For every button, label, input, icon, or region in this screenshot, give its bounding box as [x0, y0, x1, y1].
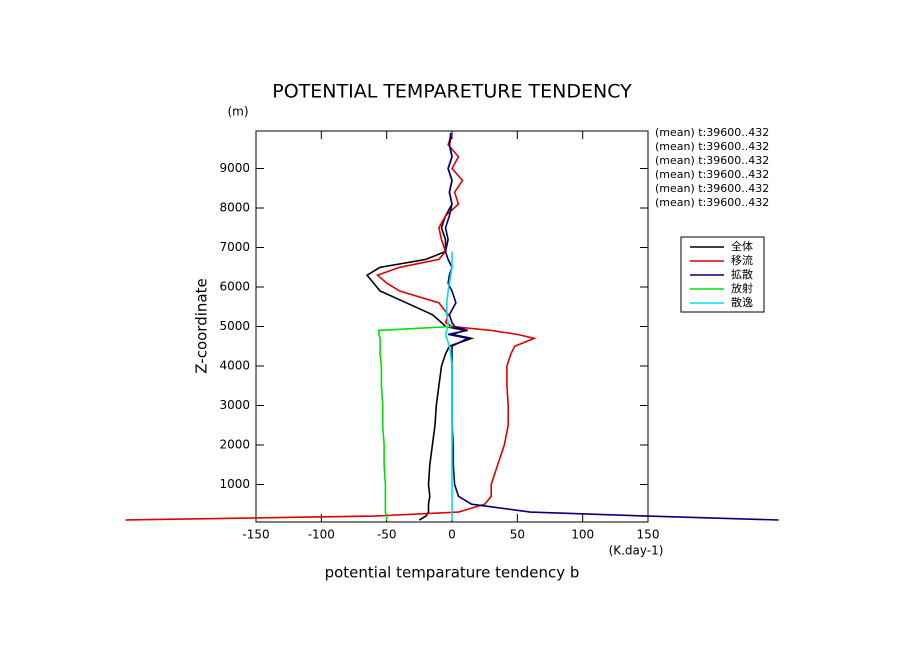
x-tick-label: 0: [448, 528, 456, 542]
y-axis-label: Z-coordinate: [193, 278, 211, 373]
y-tick-label: 9000: [219, 161, 250, 175]
y-tick-label: 3000: [219, 398, 250, 412]
series-line: [444, 251, 453, 520]
y-tick-label: 1000: [219, 477, 250, 491]
legend-label: 拡散: [731, 267, 753, 281]
legend-label: 全体: [731, 239, 753, 253]
x-axis-label: potential temparature tendency b: [325, 564, 580, 582]
series-line: [378, 325, 453, 520]
chart-title: POTENTIAL TEMPARETURE TENDENCY: [272, 81, 632, 103]
y-tick-label: 2000: [219, 437, 250, 451]
annotation: (mean) t:39600..432: [655, 126, 769, 139]
y-tick-label: 4000: [219, 358, 250, 372]
annotation: (mean) t:39600..432: [655, 168, 769, 181]
annotation: (mean) t:39600..432: [655, 196, 769, 209]
x-tick-label: 100: [571, 528, 594, 542]
series-line: [444, 132, 779, 521]
x-unit: (K.day-1): [609, 544, 664, 558]
series-line: [125, 132, 537, 521]
x-tick-label: -150: [242, 528, 269, 542]
y-tick-label: 5000: [219, 319, 250, 333]
x-tick-label: 150: [637, 528, 660, 542]
y-tick-label: 8000: [219, 201, 250, 215]
annotation: (mean) t:39600..432: [655, 154, 769, 167]
x-tick-label: -100: [308, 528, 335, 542]
annotation: (mean) t:39600..432: [655, 140, 769, 153]
annotation: (mean) t:39600..432: [655, 182, 769, 195]
y-tick-label: 7000: [219, 240, 250, 254]
y-unit: (m): [227, 105, 248, 119]
legend-label: 放射: [731, 281, 753, 295]
legend-label: 散逸: [731, 295, 753, 309]
x-tick-label: 50: [510, 528, 525, 542]
x-tick-label: -50: [377, 528, 397, 542]
y-tick-label: 6000: [219, 280, 250, 294]
legend-label: 移流: [731, 253, 753, 267]
